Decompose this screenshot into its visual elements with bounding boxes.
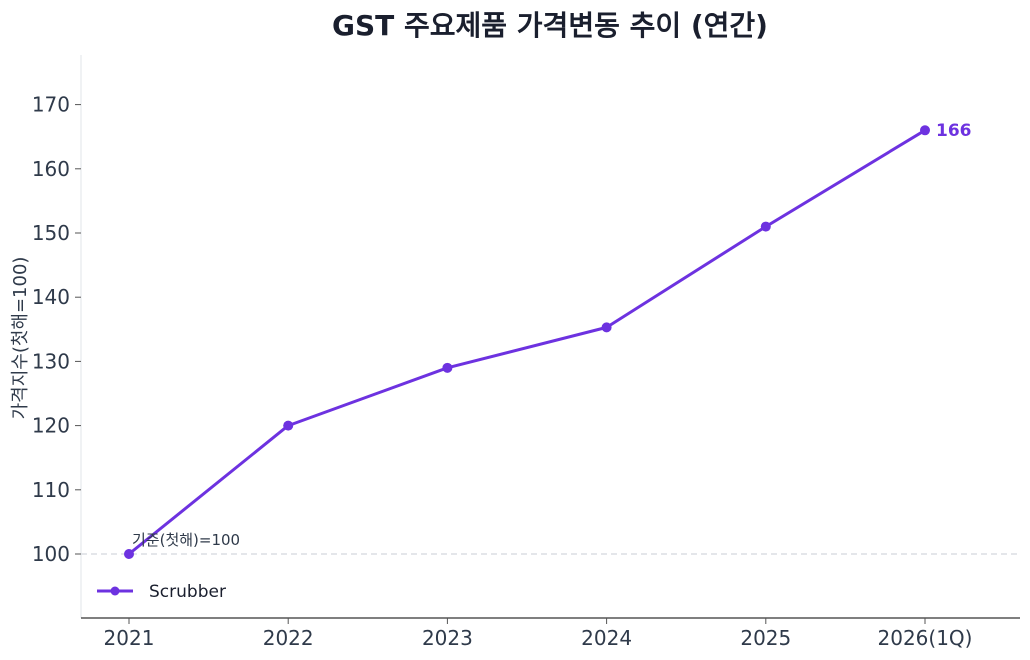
- legend-point-marker: [110, 586, 120, 596]
- chart-title: GST 주요제품 가격변동 추이 (연간): [332, 9, 768, 42]
- x-tick-label: 2026(1Q): [878, 626, 973, 650]
- x-tick-label: 2024: [581, 626, 632, 650]
- data-point: [920, 125, 930, 136]
- baseline-annotation: 기준(첫해)=100: [132, 531, 240, 549]
- x-tick-label: 2023: [422, 626, 473, 650]
- data-point: [283, 420, 294, 431]
- y-tick-label: 110: [32, 478, 70, 502]
- data-point: [601, 322, 612, 333]
- x-tick-label: 2021: [104, 626, 155, 650]
- end-value-label: 166: [936, 121, 972, 141]
- y-tick-label: 100: [32, 542, 70, 566]
- y-tick-label: 170: [32, 93, 70, 117]
- y-tick-label: 120: [32, 414, 70, 438]
- data-point: [124, 549, 134, 559]
- y-tick-label: 150: [32, 221, 70, 245]
- legend: Scrubber: [97, 582, 226, 602]
- data-point: [760, 221, 771, 232]
- series-line-scrubber: [127, 128, 927, 556]
- data-point: [442, 362, 453, 373]
- x-tick-label: 2025: [740, 626, 791, 650]
- legend-label-scrubber: Scrubber: [149, 582, 226, 602]
- x-tick-label: 2022: [263, 626, 314, 650]
- y-tick-label: 160: [32, 157, 70, 181]
- y-axis-label: 가격지수(첫해=100): [10, 257, 31, 420]
- y-tick-label: 130: [32, 349, 70, 373]
- y-tick-label: 140: [32, 285, 70, 309]
